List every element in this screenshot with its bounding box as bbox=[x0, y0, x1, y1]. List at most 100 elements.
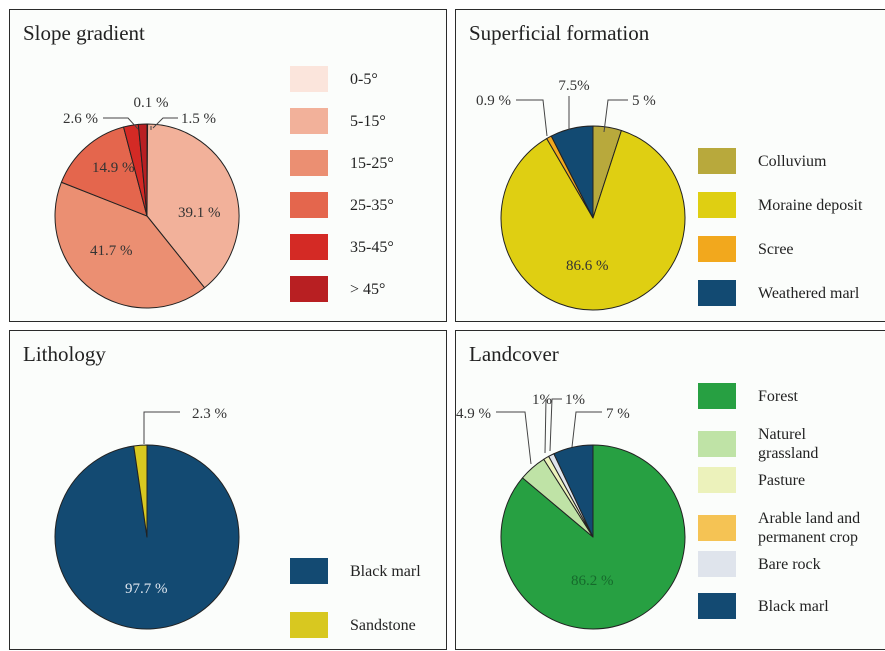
slope-gradient-label-25-35: 14.9 % bbox=[92, 160, 135, 176]
legend-label-naturel-grassland: Naturel grassland bbox=[758, 426, 819, 462]
legend-item-pasture: Pasture bbox=[698, 467, 805, 493]
lithology-slice-sandstone bbox=[133, 444, 148, 538]
legend-swatch-scree bbox=[698, 236, 736, 262]
legend-swatch-45 bbox=[290, 276, 328, 302]
superficial-formation-title: Superficial formation bbox=[469, 21, 650, 45]
slope-gradient-slice-15-25 bbox=[54, 181, 206, 309]
legend-label-25-35: 25-35° bbox=[350, 196, 394, 214]
legend-item-15-25: 15-25° bbox=[290, 150, 394, 176]
landcover-callout-bare-rock: 1% bbox=[565, 392, 585, 408]
legend-swatch-25-35 bbox=[290, 192, 328, 218]
lithology-pie: 97.7 % 2.3 % bbox=[54, 406, 240, 630]
legend-item-25-35: 25-35° bbox=[290, 192, 394, 218]
legend-swatch-15-25 bbox=[290, 150, 328, 176]
slope-gradient-panel: Slope gradient 39.1 % 41.7 % 14.9 % 0.1 % 2.… bbox=[9, 9, 447, 322]
legend-label-scree: Scree bbox=[758, 240, 794, 258]
superficial-formation-panel: Superficial formation 86.6 % 5 % 0.9 % 7.5%… bbox=[455, 9, 885, 322]
legend-item-35-45: 35-45° bbox=[290, 234, 394, 260]
legend-label-15-25: 15-25° bbox=[350, 154, 394, 172]
legend-item-black-marl: Black marl bbox=[698, 593, 829, 619]
superficial-formation-label-moraine-deposit: 86.6 % bbox=[566, 258, 609, 274]
legend-label-moraine-deposit: Moraine deposit bbox=[758, 196, 863, 214]
legend-item-naturel-grassland: Naturel grassland bbox=[698, 425, 818, 463]
slope-gradient-slice-25-35 bbox=[60, 126, 148, 217]
slope-gradient-label-5-15: 39.1 % bbox=[178, 205, 221, 221]
legend-swatch-moraine-deposit bbox=[698, 192, 736, 218]
slope-gradient-leader-35-45 bbox=[103, 117, 139, 130]
legend-swatch-weathered-marl bbox=[698, 280, 736, 306]
landcover-slice-black-marl bbox=[553, 444, 594, 538]
legend-label-colluvium: Colluvium bbox=[758, 152, 827, 170]
legend-label-0-5: 0-5° bbox=[350, 70, 378, 88]
slope-gradient-pie: 39.1 % 41.7 % 14.9 % 0.1 % 2.6 % 1.5 % bbox=[54, 95, 240, 309]
legend-swatch-naturel-grassland bbox=[698, 431, 736, 457]
slope-gradient-slice-5-15 bbox=[146, 123, 240, 289]
slope-gradient-callout-0-5: 0.1 % bbox=[134, 95, 169, 111]
slope-gradient-slice-45 bbox=[137, 123, 148, 217]
legend-item-scree: Scree bbox=[698, 236, 794, 262]
superficial-formation-callout-colluvium: 5 % bbox=[632, 93, 656, 109]
lithology-leader-sandstone bbox=[143, 411, 180, 444]
slope-gradient-title: Slope gradient bbox=[23, 21, 145, 45]
legend-swatch-black-marl bbox=[698, 593, 736, 619]
landcover-leader-black-marl bbox=[571, 411, 602, 448]
lithology-title: Lithology bbox=[23, 342, 106, 366]
legend-swatch-arable-land-and-permanent-crop bbox=[698, 515, 736, 541]
slope-gradient-callout-35-45: 2.6 % bbox=[63, 111, 98, 127]
legend-item-0-5: 0-5° bbox=[290, 66, 378, 92]
landcover-slice-forest bbox=[500, 444, 686, 630]
legend-item-bare-rock: Bare rock bbox=[698, 551, 821, 577]
legend-swatch-35-45 bbox=[290, 234, 328, 260]
legend-swatch-forest bbox=[698, 383, 736, 409]
landcover-title: Landcover bbox=[469, 342, 559, 366]
superficial-formation-pie: 86.6 % 5 % 0.9 % 7.5% bbox=[476, 78, 686, 311]
legend-item-black-marl: Black marl bbox=[290, 558, 421, 584]
legend-label-pasture: Pasture bbox=[758, 471, 806, 489]
superficial-formation-slice-moraine-deposit bbox=[500, 130, 686, 311]
landcover-label-forest: 86.2 % bbox=[571, 573, 614, 589]
legend-swatch-sandstone bbox=[290, 612, 328, 638]
slope-gradient-callout-45: 1.5 % bbox=[181, 111, 216, 127]
superficial-formation-slice-weathered-marl bbox=[550, 125, 594, 219]
lithology-label-black-marl: 97.7 % bbox=[125, 581, 168, 597]
superficial-formation-callout-weathered-marl: 7.5% bbox=[558, 78, 589, 94]
legend-label-bare-rock: Bare rock bbox=[758, 555, 821, 573]
legend-swatch-black-marl bbox=[290, 558, 328, 584]
legend-label-weathered-marl: Weathered marl bbox=[758, 284, 860, 302]
legend-label-35-45: 35-45° bbox=[350, 238, 394, 256]
superficial-formation-leader-colluvium bbox=[603, 99, 628, 133]
landcover-callout-pasture: 1% bbox=[532, 392, 552, 408]
legend-item-sandstone: Sandstone bbox=[290, 612, 416, 638]
legend-item-moraine-deposit: Moraine deposit bbox=[698, 192, 862, 218]
legend-item-45: > 45° bbox=[290, 276, 385, 302]
superficial-formation-callout-scree: 0.9 % bbox=[476, 93, 511, 109]
legend-label-black-marl: Black marl bbox=[350, 562, 421, 580]
landcover-pie: 86.2 % 4.9 % 1% 1% 7 % bbox=[456, 392, 686, 630]
slope-gradient-label-15-25: 41.7 % bbox=[90, 243, 133, 259]
landcover-panel: Landcover 86.2 % 4.9 % 1% 1% 7 % Forest Natur… bbox=[455, 330, 885, 650]
landcover-leader-bare-rock bbox=[549, 398, 562, 452]
superficial-formation-leader-scree bbox=[516, 99, 548, 137]
landcover-leader-naturel-grassland bbox=[496, 411, 532, 465]
legend-swatch-colluvium bbox=[698, 148, 736, 174]
legend-swatch-pasture bbox=[698, 467, 736, 493]
legend-label-45: > 45° bbox=[350, 280, 386, 298]
legend-swatch-5-15 bbox=[290, 108, 328, 134]
legend-item-colluvium: Colluvium bbox=[698, 148, 826, 174]
lithology-callout-sandstone: 2.3 % bbox=[192, 406, 227, 422]
slope-gradient-leader-45 bbox=[152, 117, 178, 129]
legend-item-weathered-marl: Weathered marl bbox=[698, 280, 859, 306]
lithology-panel: Lithology 97.7 % 2.3 % Black marl Sandston… bbox=[9, 330, 447, 650]
legend-label-sandstone: Sandstone bbox=[350, 616, 416, 634]
legend-label-forest: Forest bbox=[758, 387, 798, 405]
legend-label-5-15: 5-15° bbox=[350, 112, 386, 130]
legend-item-arable-land-and-permanent-crop: Arable land and permanent crop bbox=[698, 509, 860, 547]
legend-label-black-marl: Black marl bbox=[758, 597, 829, 615]
landcover-callout-naturel-grassland: 4.9 % bbox=[456, 406, 491, 422]
legend-label-arable-land-and-permanent-crop: Arable land and permanent crop bbox=[758, 510, 861, 546]
legend-swatch-bare-rock bbox=[698, 551, 736, 577]
landcover-leader-pasture bbox=[544, 398, 547, 454]
legend-item-5-15: 5-15° bbox=[290, 108, 386, 134]
legend-swatch-0-5 bbox=[290, 66, 328, 92]
landcover-callout-black-marl: 7 % bbox=[606, 406, 630, 422]
